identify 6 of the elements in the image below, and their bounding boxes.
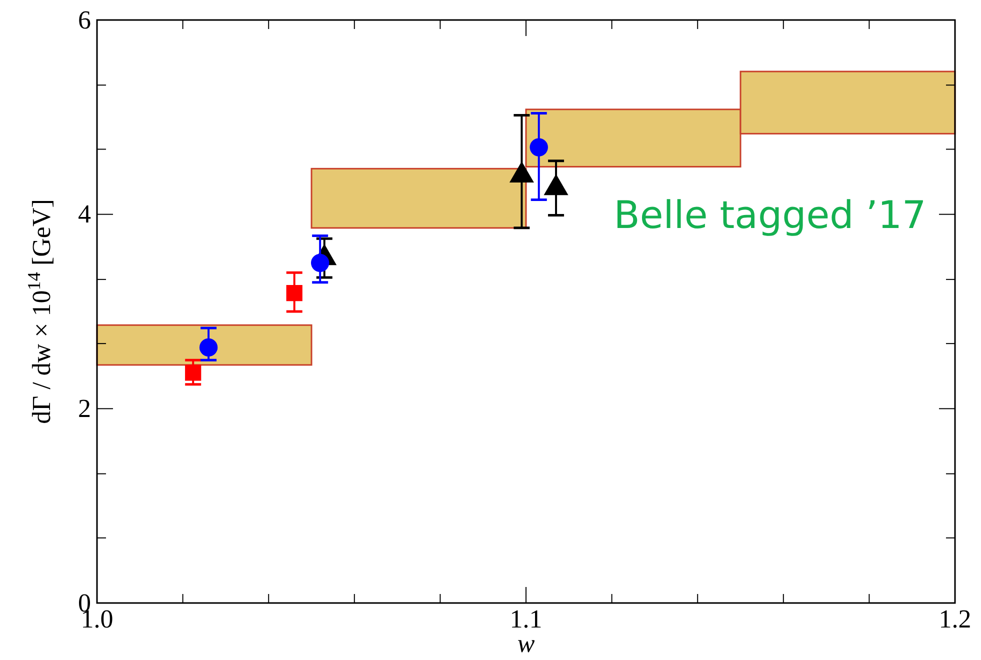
y-tick-label: 4 [78, 200, 91, 229]
y-tick-label: 6 [78, 5, 91, 34]
annotation: Belle tagged ’17 [614, 193, 926, 237]
y-tick-label: 2 [78, 394, 91, 423]
x-tick-label: 1.2 [938, 604, 972, 634]
bar [96, 324, 312, 366]
